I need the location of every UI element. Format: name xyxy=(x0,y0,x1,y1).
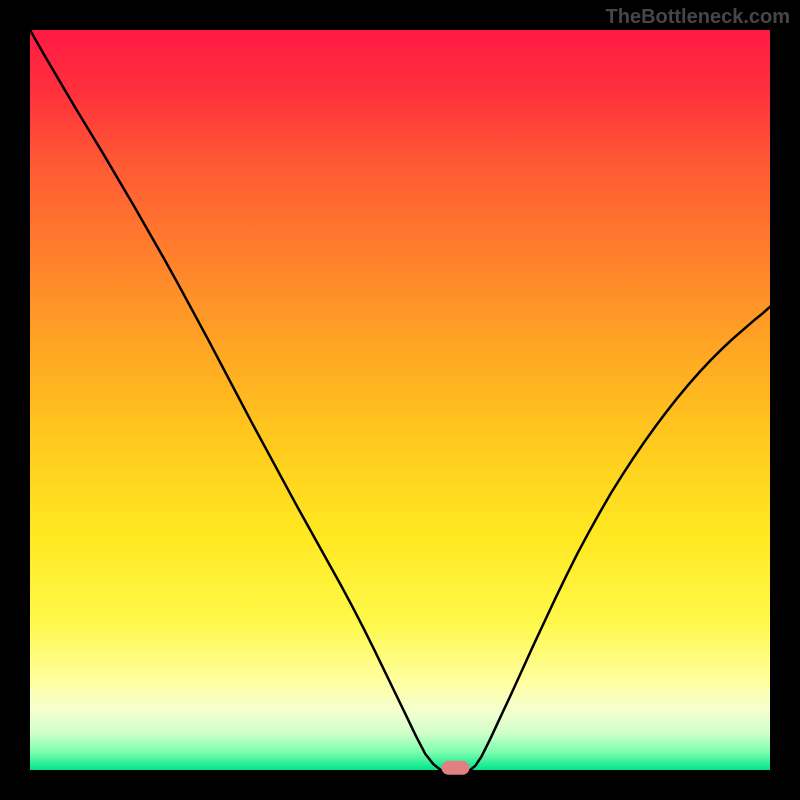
border-bottom xyxy=(0,770,800,800)
chart-svg xyxy=(0,0,800,800)
chart-container: TheBottleneck.com xyxy=(0,0,800,800)
border-right xyxy=(770,0,800,800)
optimal-marker xyxy=(442,761,470,775)
plot-background xyxy=(30,30,770,770)
watermark-text: TheBottleneck.com xyxy=(606,6,790,29)
border-left xyxy=(0,0,30,800)
